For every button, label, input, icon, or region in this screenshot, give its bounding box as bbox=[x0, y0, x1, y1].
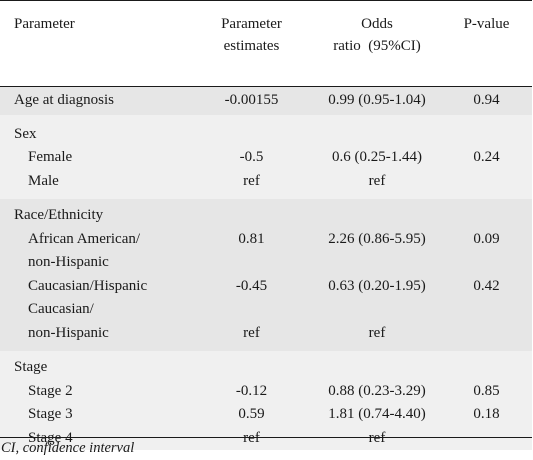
row-pvalue: 0.94 bbox=[441, 86, 532, 115]
header-or-line1: Odds bbox=[361, 16, 393, 32]
row-label: Race/Ethnicity bbox=[0, 199, 190, 228]
row-estimate: 0.81 bbox=[190, 227, 313, 251]
table-row-race: Race/Ethnicity bbox=[0, 199, 532, 228]
header-estimates: Parameter estimates bbox=[190, 0, 313, 87]
table-row-african-american: African American/ 0.81 2.26 (0.86-5.95) … bbox=[0, 227, 532, 251]
header-pvalue: P-value bbox=[441, 0, 532, 87]
table-row-caucasian-nonhispanic: Caucasian/ bbox=[0, 298, 532, 322]
row-odds-ratio: 0.6 (0.25-1.44) bbox=[313, 146, 441, 170]
table-row-sex: Sex bbox=[0, 114, 532, 146]
row-estimate: -0.12 bbox=[190, 379, 313, 403]
row-label: Stage 2 bbox=[0, 379, 190, 403]
header-estimates-line2: estimates bbox=[223, 38, 280, 54]
row-odds-ratio: ref bbox=[313, 321, 441, 351]
header-odds-ratio: Odds ratio (95%CI) bbox=[313, 0, 441, 87]
row-label: Caucasian/Hispanic bbox=[0, 274, 190, 298]
row-label: Female bbox=[0, 146, 190, 170]
table-row-caucasian-nonhispanic-cont: non-Hispanic ref ref bbox=[0, 321, 532, 351]
row-odds-ratio: 0.88 (0.23-3.29) bbox=[313, 379, 441, 403]
table-row-female: Female -0.5 0.6 (0.25-1.44) 0.24 bbox=[0, 146, 532, 170]
row-label: Age at diagnosis bbox=[0, 86, 190, 115]
row-estimate: -0.5 bbox=[190, 146, 313, 170]
row-pvalue: 0.24 bbox=[441, 146, 532, 170]
row-odds-ratio: 1.81 (0.74-4.40) bbox=[313, 403, 441, 427]
row-pvalue: 0.18 bbox=[441, 403, 532, 427]
row-pvalue: 0.42 bbox=[441, 274, 532, 298]
row-label: African American/ bbox=[0, 227, 190, 251]
odds-ratio-table: Parameter Parameter estimates Odds ratio… bbox=[0, 0, 532, 450]
row-estimate: ref bbox=[190, 169, 313, 199]
table-row-male: Male ref ref bbox=[0, 169, 532, 199]
row-estimate: ref bbox=[190, 321, 313, 351]
row-estimate: ref bbox=[190, 426, 313, 450]
row-odds-ratio: ref bbox=[313, 169, 441, 199]
table-row-caucasian-hispanic: Caucasian/Hispanic -0.45 0.63 (0.20-1.95… bbox=[0, 274, 532, 298]
row-estimate: -0.45 bbox=[190, 274, 313, 298]
row-label: Caucasian/ bbox=[0, 298, 190, 322]
row-odds-ratio: 2.26 (0.86-5.95) bbox=[313, 227, 441, 251]
row-label: Sex bbox=[0, 114, 190, 146]
row-label: Stage 3 bbox=[0, 403, 190, 427]
row-estimate: -0.00155 bbox=[190, 86, 313, 115]
header-parameter: Parameter bbox=[0, 0, 190, 87]
table-row-african-american-cont: non-Hispanic bbox=[0, 251, 532, 275]
table-row-age: Age at diagnosis -0.00155 0.99 (0.95-1.0… bbox=[0, 86, 532, 115]
row-pvalue: 0.09 bbox=[441, 227, 532, 251]
table-header-row: Parameter Parameter estimates Odds ratio… bbox=[0, 0, 532, 87]
header-estimates-line1: Parameter bbox=[221, 16, 282, 32]
row-odds-ratio: 0.63 (0.20-1.95) bbox=[313, 274, 441, 298]
header-or-line2: ratio (95%CI) bbox=[333, 38, 421, 54]
row-pvalue: 0.85 bbox=[441, 379, 532, 403]
row-odds-ratio: 0.99 (0.95-1.04) bbox=[313, 86, 441, 115]
table-row-stage-3: Stage 3 0.59 1.81 (0.74-4.40) 0.18 bbox=[0, 403, 532, 427]
row-odds-ratio: ref bbox=[313, 426, 441, 450]
row-label: non-Hispanic bbox=[0, 321, 190, 351]
table-bottom-rule bbox=[0, 437, 532, 438]
table-row-stage: Stage bbox=[0, 351, 532, 380]
table-row-stage-2: Stage 2 -0.12 0.88 (0.23-3.29) 0.85 bbox=[0, 379, 532, 403]
row-label: Stage bbox=[0, 351, 190, 380]
row-label: Male bbox=[0, 169, 190, 199]
row-estimate: 0.59 bbox=[190, 403, 313, 427]
row-label: non-Hispanic bbox=[0, 251, 190, 275]
table-footnote: CI, confidence interval bbox=[1, 440, 135, 456]
